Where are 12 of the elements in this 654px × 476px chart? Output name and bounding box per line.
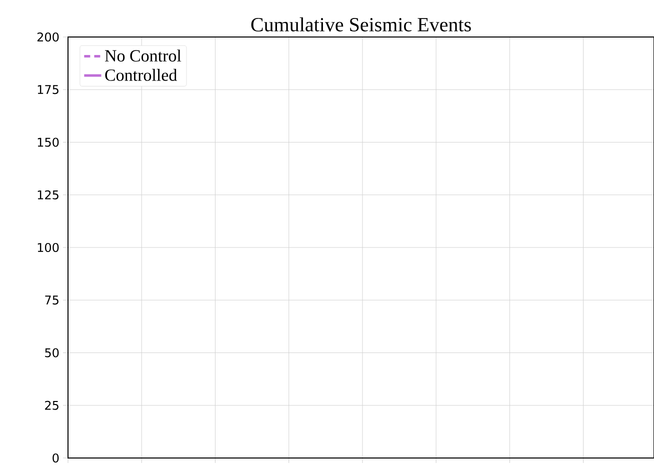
y-tick-label: 100: [38, 242, 59, 252]
legend-label: No Control: [104, 50, 182, 62]
y-tick-label: 150: [38, 138, 59, 147]
y-tick-label: 175: [38, 85, 58, 94]
chart-title: Cumulative Seismic Events: [251, 17, 471, 32]
legend-label: Controlled: [105, 68, 178, 81]
y-tick-label: 200: [37, 32, 59, 42]
y-tick-label: 25: [45, 400, 58, 410]
y-tick-label: 75: [45, 296, 58, 305]
y-tick-label: 125: [38, 190, 58, 200]
y-tick-label: 0: [52, 453, 59, 463]
y-tick-label: 50: [45, 348, 59, 358]
